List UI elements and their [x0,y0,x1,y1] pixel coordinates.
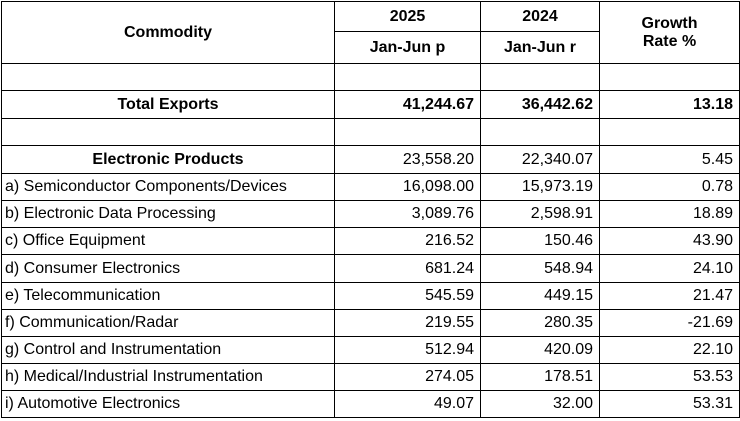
row-label: c) Office Equipment [1,227,335,255]
row-growth: 24.10 [599,254,740,283]
table-row: c) Office Equipment 216.52 150.46 43.90 [1,227,740,255]
row-2024: 15,973.19 [480,173,600,201]
row-2025: 49.07 [334,390,481,418]
row-growth: 43.90 [599,227,740,255]
row-growth: 18.89 [599,200,740,228]
row-2024: 178.51 [480,363,600,391]
header-2025-year: 2025 [334,1,481,32]
spacer-row [1,63,740,91]
table-row: a) Semiconductor Components/Devices 16,0… [1,173,740,201]
total-2024: 36,442.62 [480,90,600,119]
row-label: e) Telecommunication [1,282,335,310]
spacer-row [1,118,740,146]
row-label: g) Control and Instrumentation [1,336,335,364]
category-2025: 23,558.20 [334,145,481,174]
row-growth: 22.10 [599,336,740,364]
row-2025: 512.94 [334,336,481,364]
header-row-years: Commodity 2025 2024 Growth Rate % [1,1,740,64]
row-2025: 545.59 [334,282,481,310]
row-label: a) Semiconductor Components/Devices [1,173,335,201]
row-label: d) Consumer Electronics [1,254,335,283]
row-2025: 3,089.76 [334,200,481,228]
table-row: d) Consumer Electronics 681.24 548.94 24… [1,254,740,283]
category-row: Electronic Products 23,558.20 22,340.07 … [1,145,740,174]
row-growth: 21.47 [599,282,740,310]
row-2025: 16,098.00 [334,173,481,201]
row-label: h) Medical/Industrial Instrumentation [1,363,335,391]
category-growth: 5.45 [599,145,740,174]
table-row: i) Automotive Electronics 49.07 32.00 53… [1,390,740,418]
header-growth: Growth Rate % [599,1,740,64]
row-2025: 274.05 [334,363,481,391]
table-row: f) Communication/Radar 219.55 280.35 -21… [1,309,740,337]
row-2024: 420.09 [480,336,600,364]
row-2024: 280.35 [480,309,600,337]
row-2024: 150.46 [480,227,600,255]
row-2024: 32.00 [480,390,600,418]
table-row: b) Electronic Data Processing 3,089.76 2… [1,200,740,228]
header-commodity: Commodity [1,1,335,64]
table-row: e) Telecommunication 545.59 449.15 21.47 [1,282,740,310]
header-2024-year: 2024 [480,1,600,32]
row-2025: 219.55 [334,309,481,337]
row-2024: 449.15 [480,282,600,310]
total-label: Total Exports [1,90,335,119]
total-2025: 41,244.67 [334,90,481,119]
header-2025-period: Jan-Jun p [334,31,481,64]
table-row: h) Medical/Industrial Instrumentation 27… [1,363,740,391]
table-row: g) Control and Instrumentation 512.94 42… [1,336,740,364]
row-label: f) Communication/Radar [1,309,335,337]
row-growth: 53.31 [599,390,740,418]
row-2024: 2,598.91 [480,200,600,228]
header-growth-line1: Growth [641,14,698,32]
row-growth: 53.53 [599,363,740,391]
header-row-periods: Jan-Jun p Jan-Jun r [2,31,740,64]
row-2025: 216.52 [334,227,481,255]
category-2024: 22,340.07 [480,145,600,174]
header-2024-period: Jan-Jun r [480,31,600,64]
row-2025: 681.24 [334,254,481,283]
category-label: Electronic Products [1,145,335,174]
header-growth-line2: Rate % [642,32,697,50]
row-label: b) Electronic Data Processing [1,200,335,228]
total-row: Total Exports 41,244.67 36,442.62 13.18 [1,90,740,119]
total-growth: 13.18 [599,90,740,119]
row-label: i) Automotive Electronics [1,390,335,418]
row-growth: -21.69 [599,309,740,337]
row-growth: 0.78 [599,173,740,201]
row-2024: 548.94 [480,254,600,283]
